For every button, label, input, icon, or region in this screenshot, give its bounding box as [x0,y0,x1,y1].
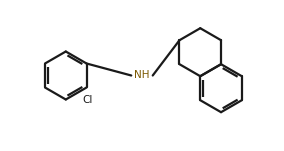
Text: Cl: Cl [83,95,93,105]
Text: NH: NH [134,70,150,80]
